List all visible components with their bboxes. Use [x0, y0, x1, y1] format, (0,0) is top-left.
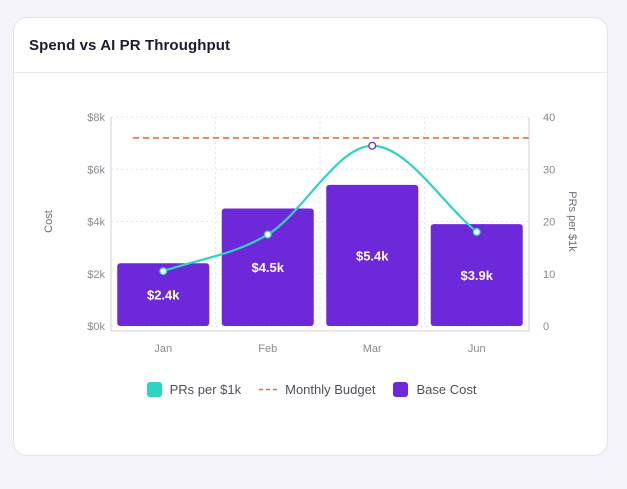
legend-swatch — [259, 388, 278, 391]
legend-label: Base Cost — [416, 382, 477, 397]
prs-point-jan — [159, 267, 168, 276]
y-tick-label: $4k — [87, 217, 105, 229]
y2-tick-label: 10 — [543, 269, 555, 281]
legend-swatch — [146, 382, 162, 397]
y-axis-title: Cost — [43, 210, 55, 233]
y2-axis-title: PRs per $1k — [566, 191, 578, 252]
y2-tick-label: 0 — [543, 321, 549, 333]
y-tick-label: $2k — [87, 269, 105, 281]
bar-jan — [117, 263, 210, 326]
y2-tick-label: 40 — [543, 112, 555, 124]
bar-mar — [326, 184, 419, 326]
x-tick-label: Feb — [258, 343, 277, 355]
legend-label: Monthly Budget — [285, 382, 376, 397]
prs-per-1k-line — [162, 144, 478, 273]
chart-card: Spend vs AI PR Throughput $2.4k $4.5k $5.4… — [13, 17, 608, 456]
y-tick-label: $8k — [87, 112, 105, 124]
y2-tick-label: 20 — [543, 217, 555, 229]
x-tick-label: Jun — [468, 343, 486, 355]
x-tick-label: Jan — [154, 343, 172, 355]
legend-item-prs-per-1k[interactable]: PRs per $1k — [146, 382, 242, 397]
legend-item-monthly-budget[interactable]: Monthly Budget — [259, 382, 375, 397]
bar-jun — [430, 224, 523, 326]
prs-point-jun — [472, 227, 481, 237]
chart-title: Spend vs AI PR Throughput — [29, 36, 231, 54]
bar-value-label: $3.9k — [460, 268, 493, 283]
bar-value-label: $4.5k — [251, 260, 284, 275]
legend-swatch — [393, 382, 409, 397]
prs-point-mar — [368, 141, 377, 150]
prs-line-layer — [159, 141, 481, 276]
combo-chart: $2.4k $4.5k $5.4k $3.9k $0k 0 $2k 10 $4k 20 $6k 30… — [43, 112, 578, 355]
y-tick-label: $0k — [87, 321, 105, 333]
x-tick-label: Mar — [363, 343, 382, 355]
card-header: Spend vs AI PR Throughput — [14, 18, 607, 73]
y-tick-label: $6k — [87, 164, 105, 176]
bars: $2.4k $4.5k $5.4k $3.9k — [117, 184, 523, 326]
axes: $0k 0 $2k 10 $4k 20 $6k 30 $8k 40 Cost PRs per $1k J… — [43, 112, 578, 355]
bar-value-label: $2.4k — [147, 288, 180, 303]
legend: PRs per $1k Monthly Budget Base Cost — [14, 382, 607, 397]
bar-feb — [221, 208, 314, 326]
legend-item-base-cost[interactable]: Base Cost — [393, 382, 476, 397]
prs-point-feb — [263, 230, 272, 239]
y2-tick-label: 30 — [543, 164, 555, 176]
bar-value-label: $5.4k — [356, 248, 389, 263]
legend-label: PRs per $1k — [169, 382, 242, 397]
